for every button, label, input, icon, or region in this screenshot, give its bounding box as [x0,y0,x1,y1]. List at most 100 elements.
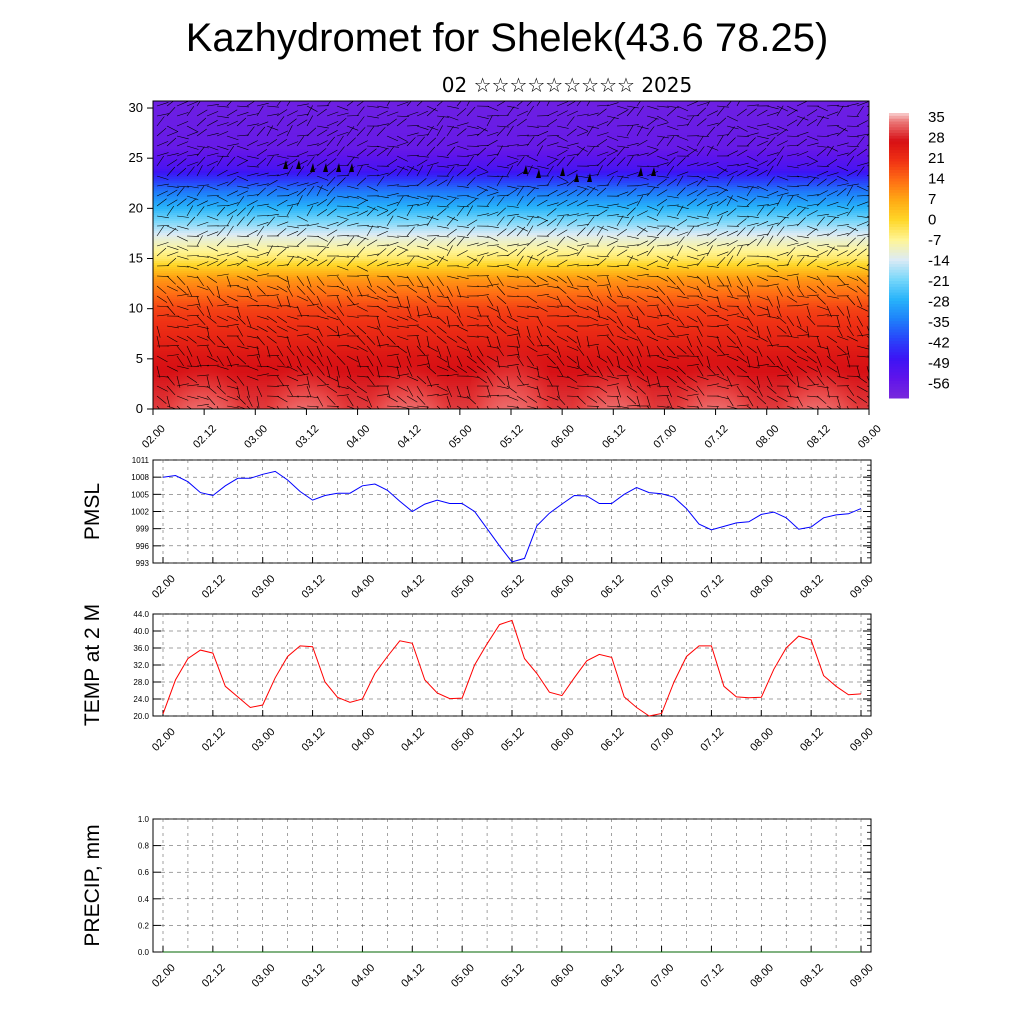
wind-barb [386,335,396,345]
wind-barb [366,225,374,237]
wind-barb [606,214,619,217]
wind-barb [756,375,761,388]
wind-barb [856,105,864,117]
wind-barb [726,175,734,187]
wind-barb [536,249,548,257]
wind-barb [436,325,447,334]
colorbar-cell [889,227,909,231]
wind-barb [716,385,729,389]
colorbar-cell [889,121,909,125]
wind-barb [746,275,754,287]
wind-barb [206,395,216,406]
wind-barb [306,375,310,388]
wind-barb [686,226,695,237]
wind-barb [466,385,471,398]
wind-barb [466,324,479,327]
wind-barb [386,111,399,117]
wind-barb [776,236,785,247]
wind-barb [576,125,589,132]
wind-barb [196,261,209,267]
wind-barb [276,185,289,191]
wind-barb [536,138,547,147]
wind-barb [496,175,510,178]
wind-barb [666,226,676,237]
wind-barb [666,225,679,231]
wind-barb [456,315,464,327]
wind-barb [856,365,861,378]
wind-barb [236,207,246,217]
wind-barb [156,215,169,219]
wind-barb [706,201,719,207]
wind-barb [216,252,229,257]
wind-barb [446,365,458,373]
wind-barb [216,205,230,207]
wind-barb [296,315,310,317]
wind-barb [396,101,409,107]
wind-barb [426,383,439,387]
wind-barb [596,375,609,381]
wind-barb [416,335,421,348]
wind-barb [506,305,512,318]
wind-barb [196,403,209,407]
wind-barb [496,285,506,296]
wind-barb [326,121,339,127]
wind-barb [316,405,318,409]
wind-barb [556,149,568,157]
wind-barb [436,195,449,200]
wind-barb [856,162,869,167]
wind-barb [476,171,489,177]
wind-barb [286,203,299,207]
wind-barb [236,305,241,318]
wind-barb [576,131,589,137]
wind-barb [166,305,176,316]
wind-barb [846,258,857,267]
wind-barb [836,325,843,337]
wind-barb [206,215,219,221]
wind-barb [296,275,305,286]
wind-barb [266,138,278,147]
wind-barb [756,160,768,167]
wind-barb [196,315,206,326]
wind-barb [306,258,317,267]
wind-barb [746,365,759,369]
wind-barb [546,265,560,268]
wind-barb [166,185,179,188]
wind-barb [506,295,520,297]
wind-barb [566,178,577,187]
wind-barb [556,101,569,107]
heatmap-band [153,121,869,124]
wind-barb [366,205,379,211]
wind-barb [206,202,219,207]
wind-barb [246,335,259,339]
wind-barb [366,115,379,119]
wind-barb [786,335,799,339]
wind-barb [636,225,648,232]
wind-barb [406,137,416,147]
wind-barb [326,305,337,315]
wind-barb [566,325,578,333]
pmsl-series-line [162,470,862,563]
wind-barb [606,150,618,157]
wind-barb [276,264,289,267]
wind-barb [216,155,224,167]
wind-barb [556,275,567,284]
wind-barb [546,275,558,282]
wind-barb [656,365,669,369]
wind-barb [276,215,290,218]
wind-barb [856,221,869,227]
wind-barb [816,115,825,127]
wind-barb [736,404,749,407]
wind-barb [756,385,763,397]
wind-barb [586,164,600,167]
wind-barb [576,373,589,377]
wind-barb [256,335,265,346]
wind-barb [816,355,822,368]
wind-barb [196,221,209,227]
wind-barb [356,210,368,217]
wind-barb [556,259,568,267]
wind-barb [686,162,699,167]
colorbar-cell [889,115,909,120]
wind-barb [456,195,470,197]
wind-barb [246,285,252,298]
wind-barb [836,365,841,378]
